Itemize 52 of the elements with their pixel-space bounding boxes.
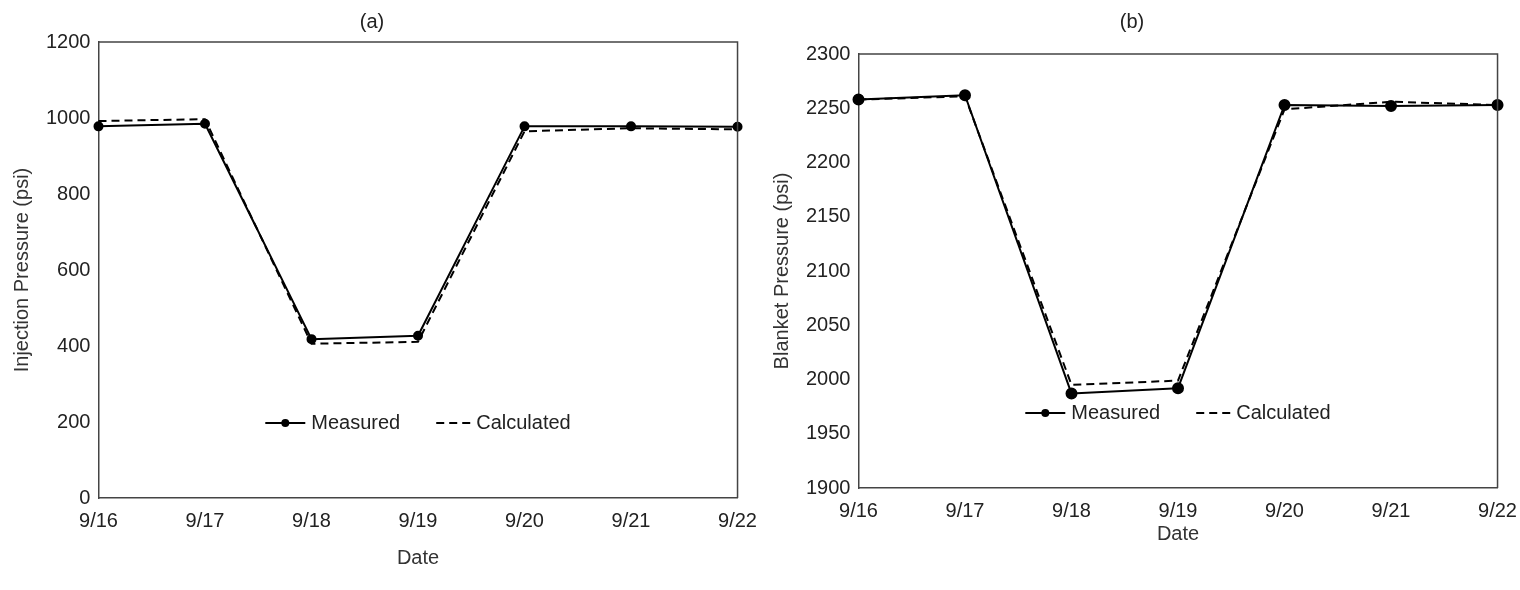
point — [959, 89, 971, 102]
point — [626, 121, 637, 132]
y-tick-label: 2000 — [805, 367, 851, 390]
legend-label: Measured — [311, 410, 401, 433]
x-tick-label: 9/22 — [718, 508, 758, 531]
x-tick-label: 9/17 — [945, 498, 985, 521]
x-tick-label: 9/16 — [839, 498, 878, 521]
point — [1278, 99, 1291, 111]
legend-label: Calculated — [476, 410, 571, 433]
x-tick-label: 9/19 — [1158, 498, 1198, 521]
point — [200, 118, 210, 129]
x-tick-label: 9/18 — [292, 508, 331, 531]
x-axis-title: Date — [1156, 521, 1200, 544]
y-tick-label: 1900 — [805, 475, 851, 498]
point — [413, 330, 424, 341]
x-tick-label: 9/16 — [79, 508, 118, 531]
x-tick-label: 9/21 — [1371, 498, 1411, 521]
y-tick-label: 1200 — [45, 29, 91, 52]
x-tick-label: 9/20 — [505, 508, 544, 531]
y-tick-label: 2100 — [805, 258, 851, 281]
chart-title: (b) — [1119, 9, 1145, 32]
x-tick-label: 9/22 — [1478, 498, 1518, 521]
point — [519, 121, 530, 132]
legend-label: Measured — [1071, 400, 1161, 423]
point — [93, 121, 104, 132]
legend-label: Calculated — [1236, 400, 1331, 423]
point — [1172, 382, 1185, 395]
y-tick-label: 1000 — [45, 105, 91, 128]
point — [852, 93, 865, 106]
y-tick-label: 600 — [57, 257, 91, 280]
x-tick-label: 9/21 — [611, 508, 651, 531]
y-tick-label: 800 — [57, 181, 91, 204]
y-tick-label: 2250 — [805, 95, 851, 118]
point — [1385, 100, 1398, 113]
point — [1065, 387, 1078, 400]
y-tick-label: 2200 — [805, 150, 851, 173]
y-tick-label: 1950 — [805, 421, 851, 444]
y-axis-title: Blanket Pressure (psi) — [769, 172, 792, 370]
y-axis-title: Injection Pressure (psi) — [9, 167, 32, 373]
x-tick-label: 9/18 — [1052, 498, 1091, 521]
y-tick-label: 200 — [57, 409, 91, 432]
y-tick-label: 0 — [79, 485, 91, 508]
x-tick-label: 9/20 — [1265, 498, 1304, 521]
x-tick-label: 9/17 — [185, 508, 225, 531]
point — [306, 334, 317, 345]
y-tick-label: 2050 — [805, 312, 851, 335]
y-tick-label: 2150 — [805, 204, 851, 227]
chart-title: (a) — [359, 9, 385, 32]
y-tick-label: 400 — [57, 333, 91, 356]
x-tick-label: 9/19 — [398, 508, 438, 531]
x-axis-title: Date — [396, 545, 440, 568]
y-tick-label: 2300 — [805, 41, 851, 64]
